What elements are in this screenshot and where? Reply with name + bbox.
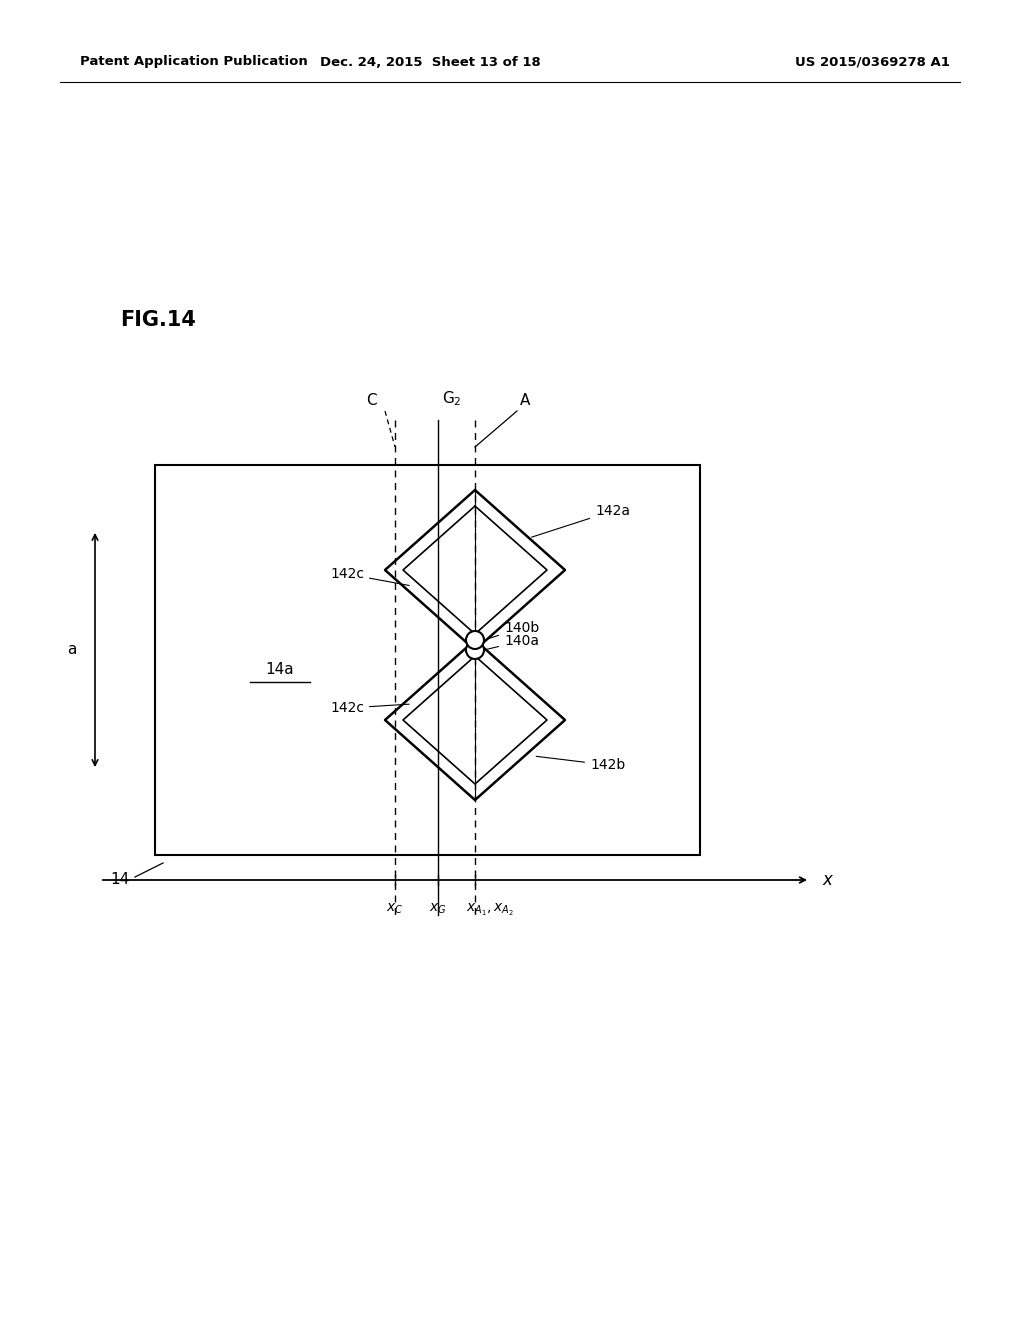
Text: C: C	[367, 393, 377, 408]
Text: $x_C$: $x_C$	[386, 902, 403, 916]
Text: Patent Application Publication: Patent Application Publication	[80, 55, 308, 69]
Bar	[155, 465, 700, 855]
Text: 142c: 142c	[330, 701, 410, 715]
Text: 140b: 140b	[486, 620, 540, 639]
Text: US 2015/0369278 A1: US 2015/0369278 A1	[795, 55, 950, 69]
Text: a: a	[68, 643, 77, 657]
Circle shape	[466, 631, 484, 649]
Text: 142b: 142b	[537, 756, 626, 772]
Text: x: x	[822, 871, 831, 888]
Text: 140a: 140a	[486, 634, 539, 649]
Text: $x_G$: $x_G$	[429, 902, 446, 916]
Text: 142a: 142a	[531, 504, 630, 537]
Text: FIG.14: FIG.14	[120, 310, 196, 330]
Text: G$_2$: G$_2$	[442, 389, 462, 408]
Text: 14a: 14a	[265, 663, 294, 677]
Circle shape	[466, 642, 484, 659]
Text: Dec. 24, 2015  Sheet 13 of 18: Dec. 24, 2015 Sheet 13 of 18	[319, 55, 541, 69]
Text: $x_{A_1}, x_{A_2}$: $x_{A_1}, x_{A_2}$	[466, 902, 514, 919]
Text: 142c: 142c	[330, 568, 410, 586]
Text: 14: 14	[111, 873, 130, 887]
Text: A: A	[520, 393, 530, 408]
